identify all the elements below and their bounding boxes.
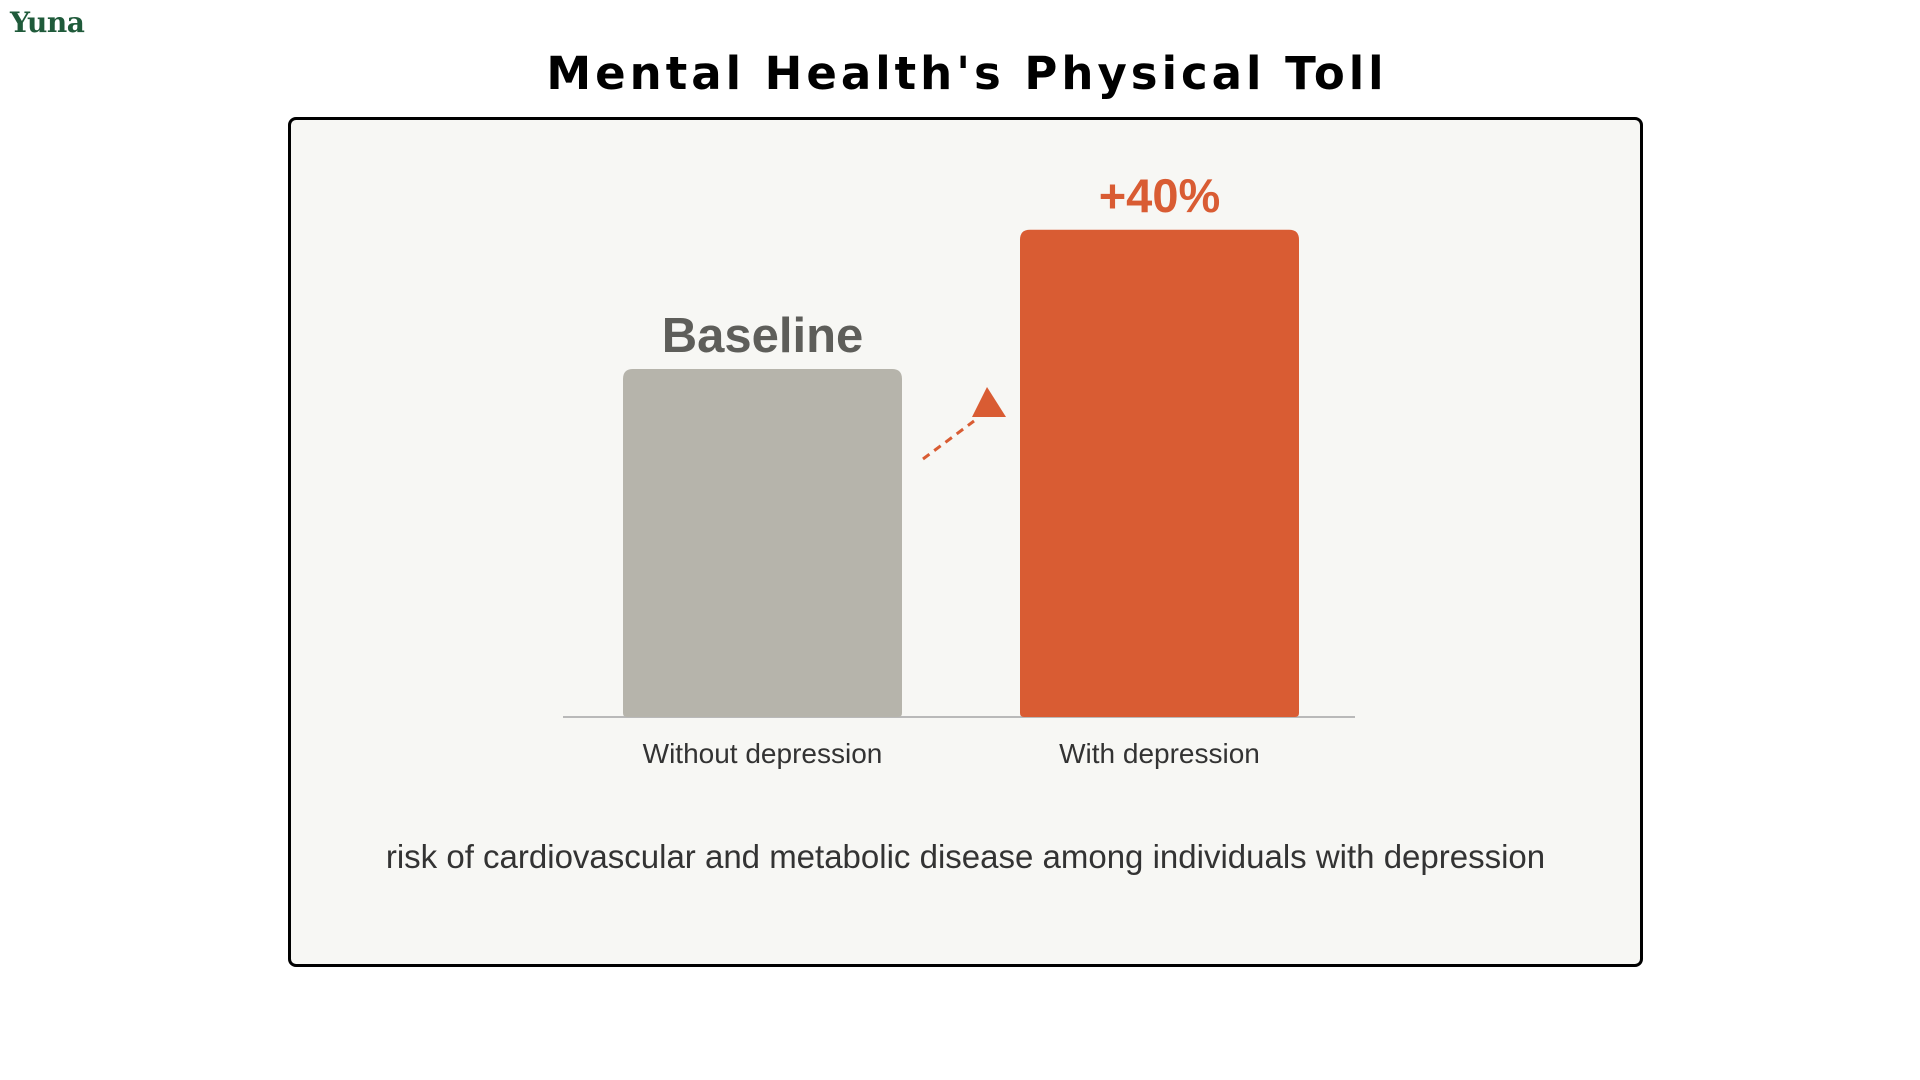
page-title: Mental Health's Physical Toll <box>546 47 1388 100</box>
increase-arrow-head <box>972 387 1006 417</box>
chart-card: Baseline Without depression +40% With depre… <box>288 117 1643 967</box>
category-label: Without depression <box>643 738 883 769</box>
chart-caption: risk of cardiovascular and metabolic dis… <box>385 838 1546 875</box>
bar-value-label: +40% <box>1099 169 1221 222</box>
increase-arrow-line <box>922 419 975 461</box>
bar-without-depression <box>623 369 902 717</box>
bar-value-label: Baseline <box>662 309 864 363</box>
category-label: With depression <box>1059 738 1260 769</box>
bar-chart: Baseline Without depression +40% With depre… <box>563 169 1355 769</box>
brand-logo: Yuna <box>10 6 85 39</box>
bar-with-depression <box>1020 229 1299 718</box>
